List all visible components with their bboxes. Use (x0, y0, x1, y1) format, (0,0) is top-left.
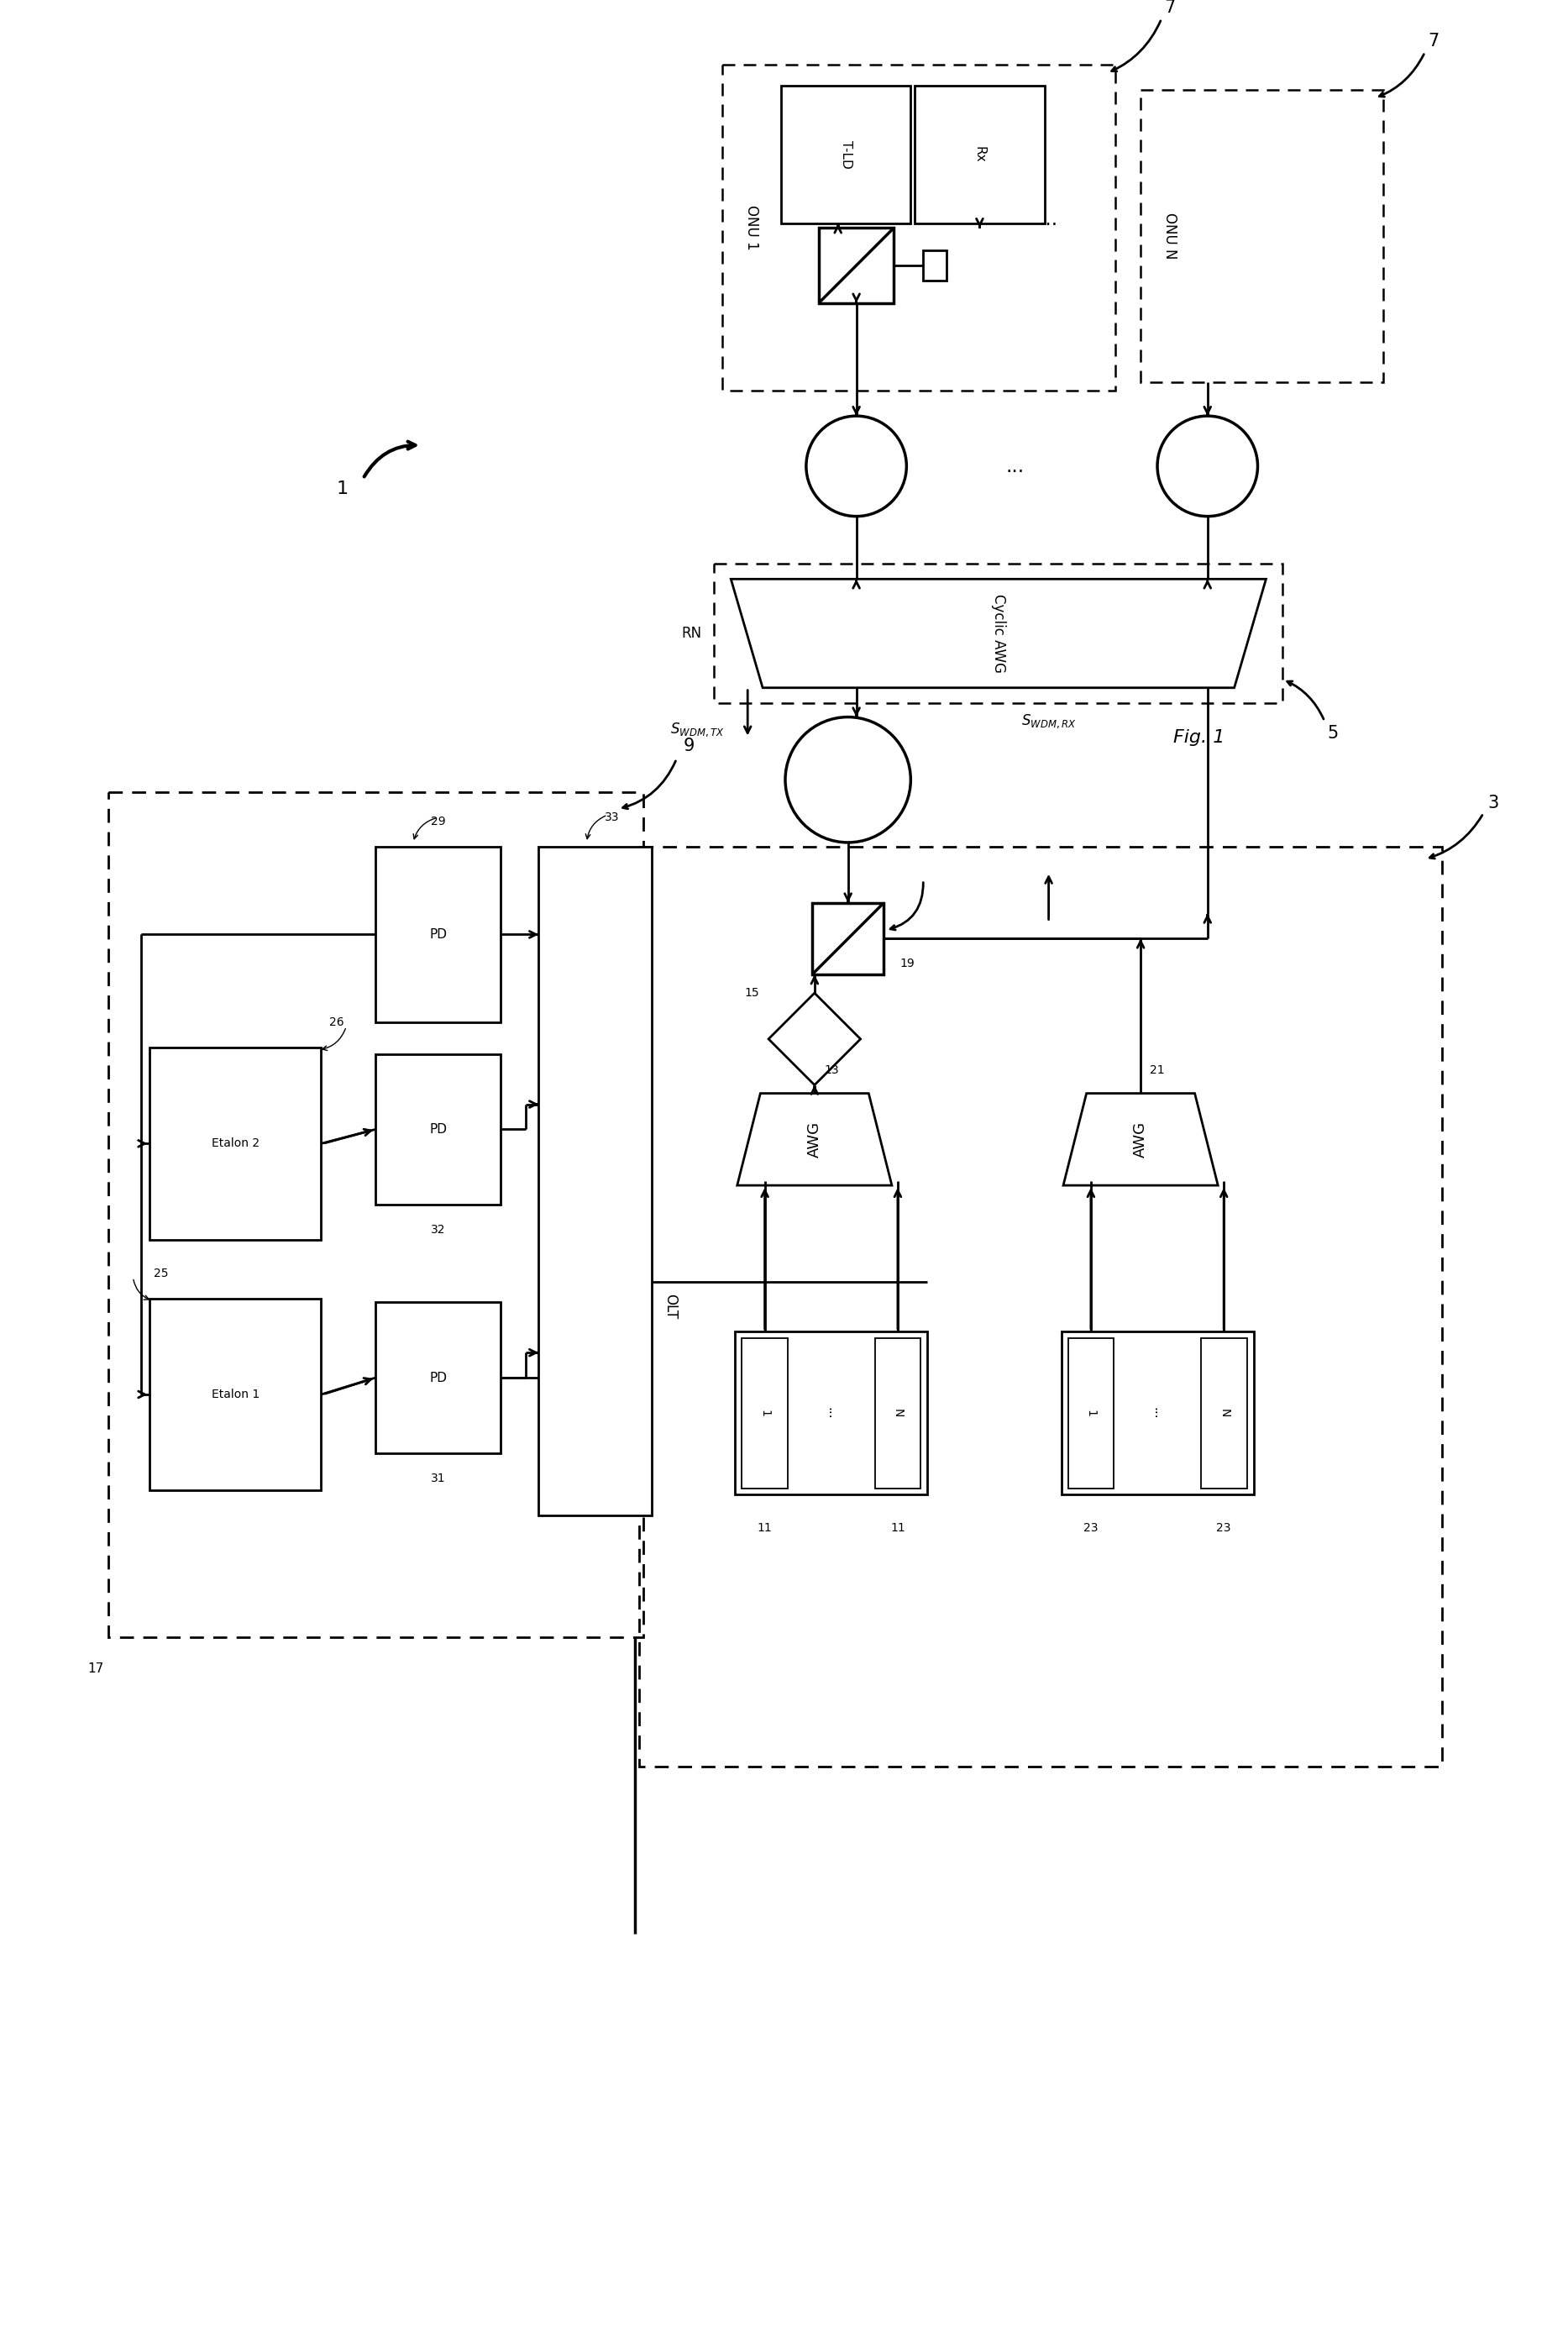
Bar (713, 564, 1283, 703)
Text: T-LD: T-LD (839, 141, 851, 169)
Text: 7: 7 (1428, 33, 1439, 49)
Text: 23: 23 (1083, 1522, 1098, 1534)
Text: $S_{WDM,RX}$: $S_{WDM,RX}$ (1021, 712, 1076, 731)
Text: 19: 19 (900, 958, 914, 970)
Bar (1068, 1337, 1113, 1487)
Bar (875, 1337, 920, 1487)
Text: ...: ... (1007, 457, 1024, 475)
Bar (538, 848, 651, 1515)
Text: 1: 1 (336, 480, 348, 497)
Text: OLT: OLT (663, 1293, 679, 1319)
Text: ...: ... (825, 1408, 837, 1419)
Text: PD: PD (430, 927, 447, 941)
Text: 11: 11 (891, 1522, 905, 1534)
Text: N: N (1218, 1410, 1229, 1417)
Bar (1201, 1337, 1247, 1487)
Bar (638, 848, 1441, 1766)
Text: ONU 1: ONU 1 (745, 206, 759, 251)
Text: AWG: AWG (808, 1122, 822, 1157)
Text: $S_{WDM,TX}$: $S_{WDM,TX}$ (671, 721, 724, 738)
Text: 29: 29 (431, 815, 445, 827)
Text: 13: 13 (823, 1063, 839, 1075)
Bar (108, 792, 643, 1637)
Text: PD: PD (430, 1372, 447, 1384)
Text: N: N (892, 1410, 903, 1417)
Text: Etalon 1: Etalon 1 (212, 1389, 260, 1401)
Bar (924, 251, 947, 281)
Text: 5: 5 (1328, 726, 1339, 742)
Text: ...: ... (1040, 208, 1058, 230)
Bar (376, 1302, 500, 1452)
Text: 21: 21 (1149, 1063, 1165, 1075)
Polygon shape (731, 578, 1265, 689)
Bar (1140, 89, 1383, 382)
Bar (742, 1337, 787, 1487)
Text: 1: 1 (1085, 1410, 1096, 1417)
Bar (151, 1297, 321, 1490)
Polygon shape (1063, 1094, 1218, 1185)
Text: Cyclic AWG: Cyclic AWG (991, 595, 1007, 672)
Bar (1062, 1333, 1253, 1494)
Text: 1: 1 (759, 1410, 770, 1417)
Text: 31: 31 (431, 1473, 445, 1485)
Polygon shape (768, 993, 861, 1084)
Polygon shape (737, 1094, 892, 1185)
Text: 3: 3 (1488, 794, 1499, 813)
Text: 32: 32 (431, 1225, 445, 1237)
Bar (376, 1054, 500, 1204)
Text: 26: 26 (329, 1016, 345, 1028)
Text: 33: 33 (604, 813, 619, 824)
Text: 25: 25 (154, 1267, 169, 1279)
Bar (735, 1333, 927, 1494)
Text: ONU N: ONU N (1162, 213, 1178, 260)
Bar (781, 87, 911, 222)
Text: 9: 9 (684, 738, 695, 754)
Text: Etalon 2: Etalon 2 (212, 1138, 259, 1150)
Bar (818, 227, 894, 302)
Bar (812, 904, 883, 974)
Text: 11: 11 (757, 1522, 771, 1534)
Text: 15: 15 (745, 986, 759, 1000)
Text: 23: 23 (1217, 1522, 1231, 1534)
Text: PD: PD (430, 1124, 447, 1136)
Text: Rx: Rx (974, 145, 986, 164)
Text: AWG: AWG (1134, 1122, 1148, 1157)
Bar (151, 1047, 321, 1239)
Text: 17: 17 (88, 1663, 103, 1675)
Bar (914, 87, 1044, 222)
Text: Fig. 1: Fig. 1 (1173, 731, 1225, 747)
Bar (723, 66, 1115, 391)
Text: RN: RN (682, 625, 701, 642)
Bar (376, 848, 500, 1023)
Text: ...: ... (1151, 1408, 1163, 1419)
Text: 7: 7 (1165, 0, 1176, 16)
